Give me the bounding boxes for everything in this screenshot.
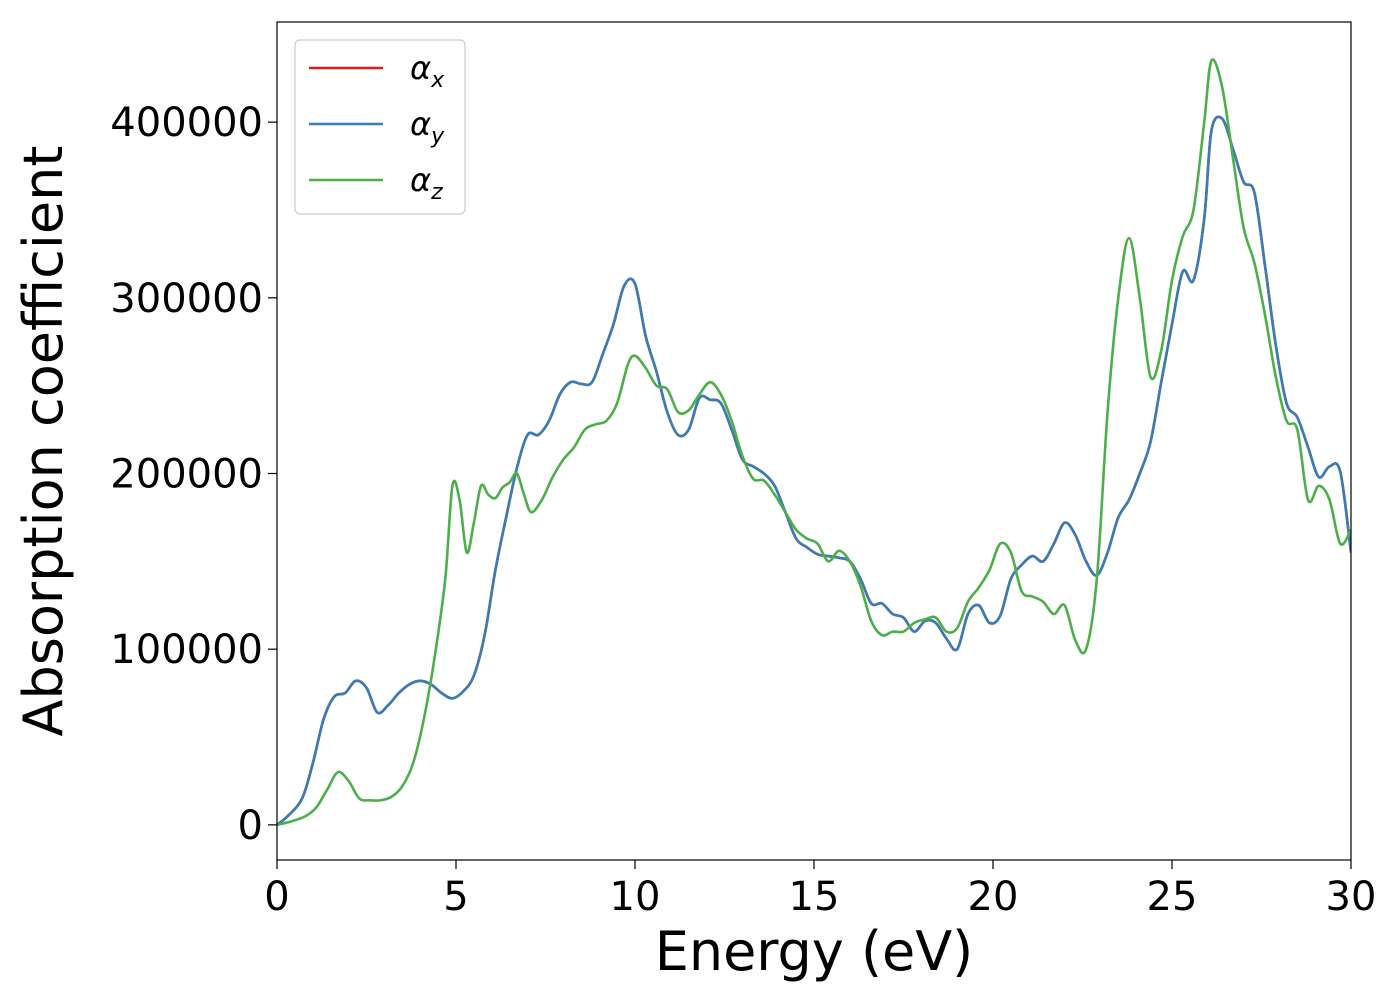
- y-tick-label: 200000: [110, 452, 263, 498]
- legend-label: αy: [410, 105, 445, 149]
- x-tick-label: 15: [789, 874, 840, 920]
- x-tick-label: 25: [1147, 874, 1198, 920]
- legend-box: [294, 39, 466, 215]
- x-tick-label: 20: [968, 874, 1019, 920]
- series-line-αy: [277, 115, 1351, 826]
- legend-label: αx: [410, 49, 445, 93]
- y-axis-label: Absorption coefficient: [12, 146, 75, 737]
- x-tick-label: 5: [443, 874, 468, 920]
- y-tick-label: 0: [238, 803, 263, 849]
- x-axis-label: Energy (eV): [655, 920, 974, 983]
- series-line-αz: [277, 58, 1351, 827]
- x-tick-label: 0: [264, 874, 289, 920]
- y-tick-label: 300000: [110, 276, 263, 322]
- x-tick-label: 30: [1326, 874, 1377, 920]
- x-axis: 0 5 10 15 20 25 30: [264, 860, 1376, 920]
- x-tick-label: 10: [610, 874, 661, 920]
- y-axis: 0 100000 200000 300000 400000: [110, 100, 277, 849]
- y-tick-label: 100000: [110, 627, 263, 673]
- y-tick-label: 400000: [110, 100, 263, 146]
- series-lines: [277, 58, 1351, 827]
